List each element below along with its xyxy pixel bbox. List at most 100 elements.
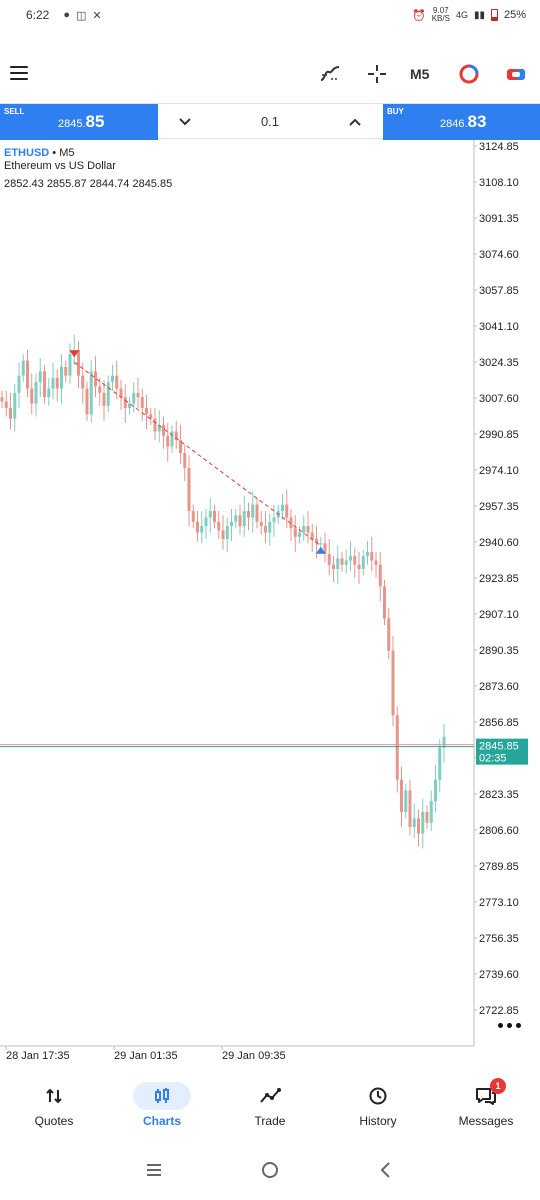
candle-body xyxy=(353,556,357,565)
y-tick-label: 2907.10 xyxy=(479,609,519,621)
sell-price: 2845.85 xyxy=(58,112,104,132)
notification-bell-icon: ● xyxy=(63,9,71,21)
y-tick-label: 3007.60 xyxy=(479,393,519,405)
crosshair-icon[interactable] xyxy=(363,60,391,88)
nav-messages-label: Messages xyxy=(458,1114,514,1128)
candle-body xyxy=(60,367,63,389)
candle-body xyxy=(43,371,46,398)
quotes-icon xyxy=(25,1082,83,1110)
candle-body xyxy=(183,453,187,469)
network-type: 4G xyxy=(455,10,468,20)
home-icon[interactable] xyxy=(258,1158,282,1182)
y-tick-label: 3124.85 xyxy=(479,141,519,153)
candle-body xyxy=(412,818,416,827)
candle-body xyxy=(395,715,399,780)
y-tick-label: 2990.85 xyxy=(479,429,519,441)
current-price-tag xyxy=(476,738,528,765)
trade-history-line xyxy=(73,361,322,547)
candle-body xyxy=(106,382,110,406)
lot-increase-button[interactable] xyxy=(345,112,365,132)
candle-body xyxy=(344,560,348,565)
buy-button[interactable]: BUY 2846.83 xyxy=(383,104,540,140)
candle-body xyxy=(0,397,4,402)
candle-body xyxy=(221,530,225,539)
candle-body xyxy=(234,515,238,522)
y-tick-label: 2823.35 xyxy=(479,789,519,801)
candle-body xyxy=(179,440,182,454)
candle-body xyxy=(174,431,178,441)
y-tick-label: 2739.60 xyxy=(479,969,519,981)
sell-button[interactable]: SELL 2845.85 xyxy=(0,104,158,140)
buy-price: 2846.83 xyxy=(440,112,486,132)
buy-arrow-icon xyxy=(315,546,326,554)
candle-body xyxy=(17,375,21,393)
candle-body xyxy=(259,521,263,527)
candle-body xyxy=(115,375,119,389)
sell-label: SELL xyxy=(4,107,25,116)
candle-body xyxy=(404,790,408,812)
y-tick-label: 3074.60 xyxy=(479,249,519,261)
network-speed-value: 9.07 xyxy=(433,6,449,15)
messages-icon: 1 xyxy=(457,1078,515,1110)
sell-price-main: 2845. xyxy=(58,118,86,130)
y-tick-label: 2940.60 xyxy=(479,537,519,549)
bar-countdown-label: 02:35 xyxy=(479,753,507,765)
candle-body xyxy=(391,650,395,716)
symbol-name: ETHUSD xyxy=(4,147,50,159)
candle-body xyxy=(357,564,361,570)
candle-body xyxy=(298,532,301,537)
y-tick-label: 2773.10 xyxy=(479,897,519,909)
ohlc-values: 2852.43 2855.87 2844.74 2845.85 xyxy=(4,178,173,190)
nav-messages[interactable]: 1 Messages xyxy=(432,1072,540,1136)
candle-body xyxy=(408,790,412,827)
candle-body xyxy=(149,414,153,419)
nav-history[interactable]: History xyxy=(324,1072,432,1136)
candle-body xyxy=(332,564,335,570)
candle-body xyxy=(213,511,216,522)
chart-area[interactable]: 3124.85 3108.10 3091.35 3074.60 3057.85 3041.… xyxy=(0,140,540,1070)
back-icon[interactable] xyxy=(374,1158,398,1182)
lot-decrease-button[interactable] xyxy=(175,112,195,132)
candle-body xyxy=(264,526,267,533)
one-click-trading-icon[interactable] xyxy=(502,60,530,88)
nav-quotes[interactable]: Quotes xyxy=(0,1072,108,1136)
candle-body xyxy=(81,375,85,389)
candle-body xyxy=(26,360,29,389)
candle-body xyxy=(187,468,191,512)
nav-charts[interactable]: Charts xyxy=(108,1072,216,1136)
candle-body xyxy=(268,521,272,533)
candle-body xyxy=(417,818,420,834)
objects-icon[interactable] xyxy=(455,60,483,88)
candle-body xyxy=(94,371,97,387)
candle-body xyxy=(421,811,425,834)
candle-body xyxy=(111,375,114,383)
candle-body xyxy=(251,504,255,518)
candle-body xyxy=(170,431,174,447)
timeframe-selector[interactable]: M5 xyxy=(410,66,430,82)
candle-body xyxy=(302,526,306,533)
charts-icon xyxy=(133,1082,191,1110)
nav-trade[interactable]: Trade xyxy=(216,1072,324,1136)
sell-arrow-icon xyxy=(69,350,80,358)
lot-size-input[interactable]: 0.1 xyxy=(260,114,280,129)
candle-body xyxy=(34,382,38,404)
candle-body xyxy=(247,511,250,518)
recent-apps-icon[interactable] xyxy=(142,1158,166,1182)
price-chart[interactable]: 3124.85 3108.10 3091.35 3074.60 3057.85 3041.… xyxy=(0,140,540,1070)
x-tick-label: 28 Jan 17:35 xyxy=(6,1050,70,1062)
messages-badge: 1 xyxy=(490,1078,506,1094)
candle-body xyxy=(204,517,208,527)
x-tick-label: 29 Jan 01:35 xyxy=(114,1050,178,1062)
menu-icon[interactable] xyxy=(10,66,28,80)
candle-body xyxy=(293,528,297,537)
candle-body xyxy=(361,556,365,570)
status-time: 6:22 xyxy=(26,8,50,22)
candle-body xyxy=(47,388,51,398)
history-icon xyxy=(349,1082,407,1110)
more-options-icon[interactable] xyxy=(498,1023,524,1031)
candle-body xyxy=(4,401,8,408)
nav-history-label: History xyxy=(359,1114,397,1128)
candle-body xyxy=(208,511,212,518)
candle-body xyxy=(383,586,386,619)
indicators-icon[interactable] xyxy=(316,60,344,88)
